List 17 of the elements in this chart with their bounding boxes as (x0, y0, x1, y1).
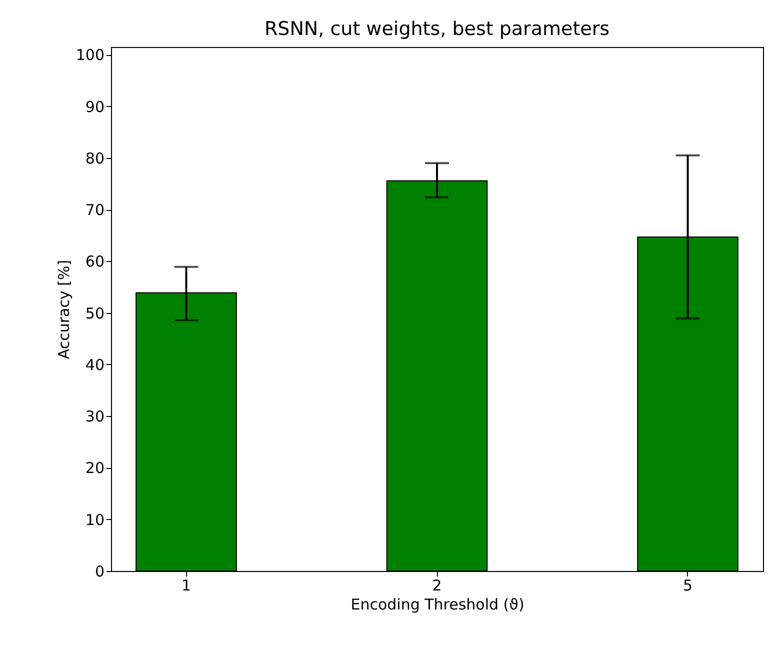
y-tick-label: 0 (94, 562, 104, 580)
x-axis-title: Encoding Threshold (ϑ) (350, 596, 524, 614)
chart-title: RSNN, cut weights, best parameters (264, 18, 610, 40)
x-tick-label: 5 (682, 576, 693, 594)
y-tick-label: 50 (85, 304, 104, 322)
y-tick-label: 80 (85, 149, 104, 168)
y-tick-label: 10 (85, 510, 104, 529)
y-tick-label: 30 (85, 408, 104, 426)
x-tick-label: 1 (181, 576, 192, 594)
y-tick-label: 70 (85, 201, 104, 220)
y-tick-label: 60 (85, 252, 104, 271)
y-axis-title: Accuracy [%] (54, 260, 73, 360)
x-tick-label: 2 (432, 576, 442, 594)
y-tick-label: 20 (85, 459, 104, 478)
y-tick-label: 90 (85, 98, 104, 116)
y-tick-label: 40 (85, 356, 104, 374)
y-tick-label: 100 (76, 46, 104, 64)
